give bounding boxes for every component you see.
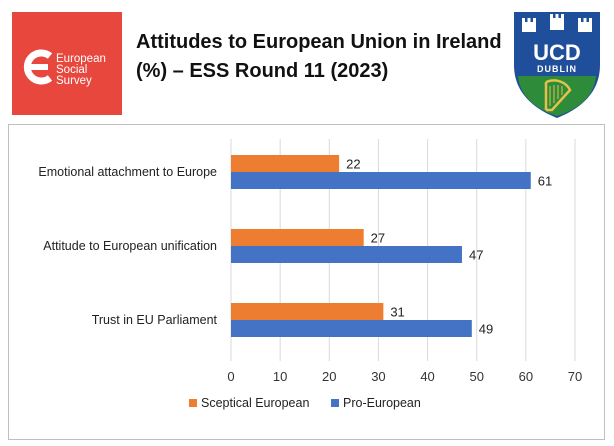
ucd-logo: UCD DUBLIN (514, 12, 600, 118)
x-tick-label-6: 60 (519, 369, 533, 384)
bar-0-1 (231, 229, 364, 246)
ucd-dublin-label: DUBLIN (537, 64, 577, 74)
x-tick-label-4: 40 (420, 369, 434, 384)
x-tick-label-1: 10 (273, 369, 287, 384)
bar-0-2 (231, 303, 384, 320)
data-label-0-1: 27 (371, 231, 385, 246)
x-tick-label-5: 50 (469, 369, 483, 384)
legend-label-1: Pro-European (343, 396, 421, 410)
bar-0-0 (231, 155, 340, 172)
chart-area: 0 10 20 30 40 50 60 70 Emotional attachment to E… (8, 124, 605, 440)
ucd-green-field-icon (518, 76, 596, 116)
category-label-1: Attitude to European unification (43, 239, 217, 253)
x-tick-label-2: 20 (322, 369, 336, 384)
legend-swatch-1 (331, 399, 339, 407)
data-label-0-2: 31 (390, 305, 404, 320)
bar-1-0 (231, 172, 531, 189)
chart-title: Attitudes to European Union in Ireland (… (136, 31, 502, 82)
data-label-0-0: 22 (346, 157, 360, 172)
ucd-letters: UCD (533, 40, 581, 65)
x-tick-label-3: 30 (371, 369, 385, 384)
bar-chart: 0 10 20 30 40 50 60 70 Emotional attachment to E… (38, 139, 582, 410)
ess-logo-line-3: Survey (56, 75, 92, 87)
ess-swoosh-icon (23, 49, 53, 85)
x-tick-label-0: 0 (227, 369, 234, 384)
data-label-1-0: 61 (538, 174, 552, 189)
data-label-1-1: 47 (469, 248, 483, 263)
x-tick-label-7: 70 (568, 369, 582, 384)
category-label-0: Emotional attachment to Europe (38, 165, 217, 179)
ess-logo-line-2: Social (56, 64, 88, 76)
ess-logo-line-1: European (56, 53, 106, 65)
legend-swatch-0 (189, 399, 197, 407)
bar-1-1 (231, 246, 462, 263)
ucd-castles-icon (522, 14, 592, 32)
data-label-1-2: 49 (479, 322, 493, 337)
legend-label-0: Sceptical European (201, 396, 309, 410)
harp-icon (544, 79, 572, 112)
category-label-2: Trust in EU Parliament (92, 313, 218, 327)
bar-1-2 (231, 320, 472, 337)
ess-logo: European Social Survey (12, 12, 122, 115)
